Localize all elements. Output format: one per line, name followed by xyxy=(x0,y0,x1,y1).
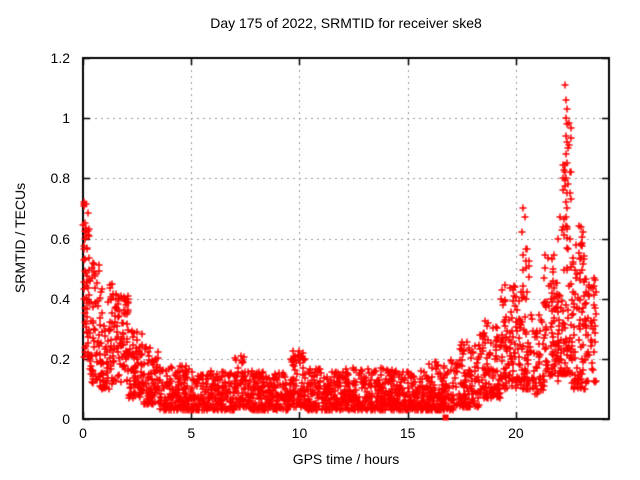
y-axis-title: SRMTID / TECUs xyxy=(12,182,28,294)
y-tick-label: 0.4 xyxy=(50,290,70,307)
x-axis-title: GPS time / hours xyxy=(292,451,400,467)
y-tick-label: 1.2 xyxy=(50,50,70,66)
x-tick-label: 10 xyxy=(291,425,308,441)
x-tick-label: 20 xyxy=(508,425,524,441)
x-tick-label: 5 xyxy=(187,425,196,441)
x-tick-label: 15 xyxy=(399,425,416,441)
y-tick-label: 0.2 xyxy=(50,350,70,367)
x-tick-label: 0 xyxy=(79,425,87,441)
y-tick-label: 0 xyxy=(62,411,70,427)
y-tick-label: 0.8 xyxy=(50,170,70,187)
y-tick-label: 1 xyxy=(62,110,70,127)
chart-title: Day 175 of 2022, SRMTID for receiver ske… xyxy=(210,15,482,31)
y-tick-label: 0.6 xyxy=(50,230,70,247)
